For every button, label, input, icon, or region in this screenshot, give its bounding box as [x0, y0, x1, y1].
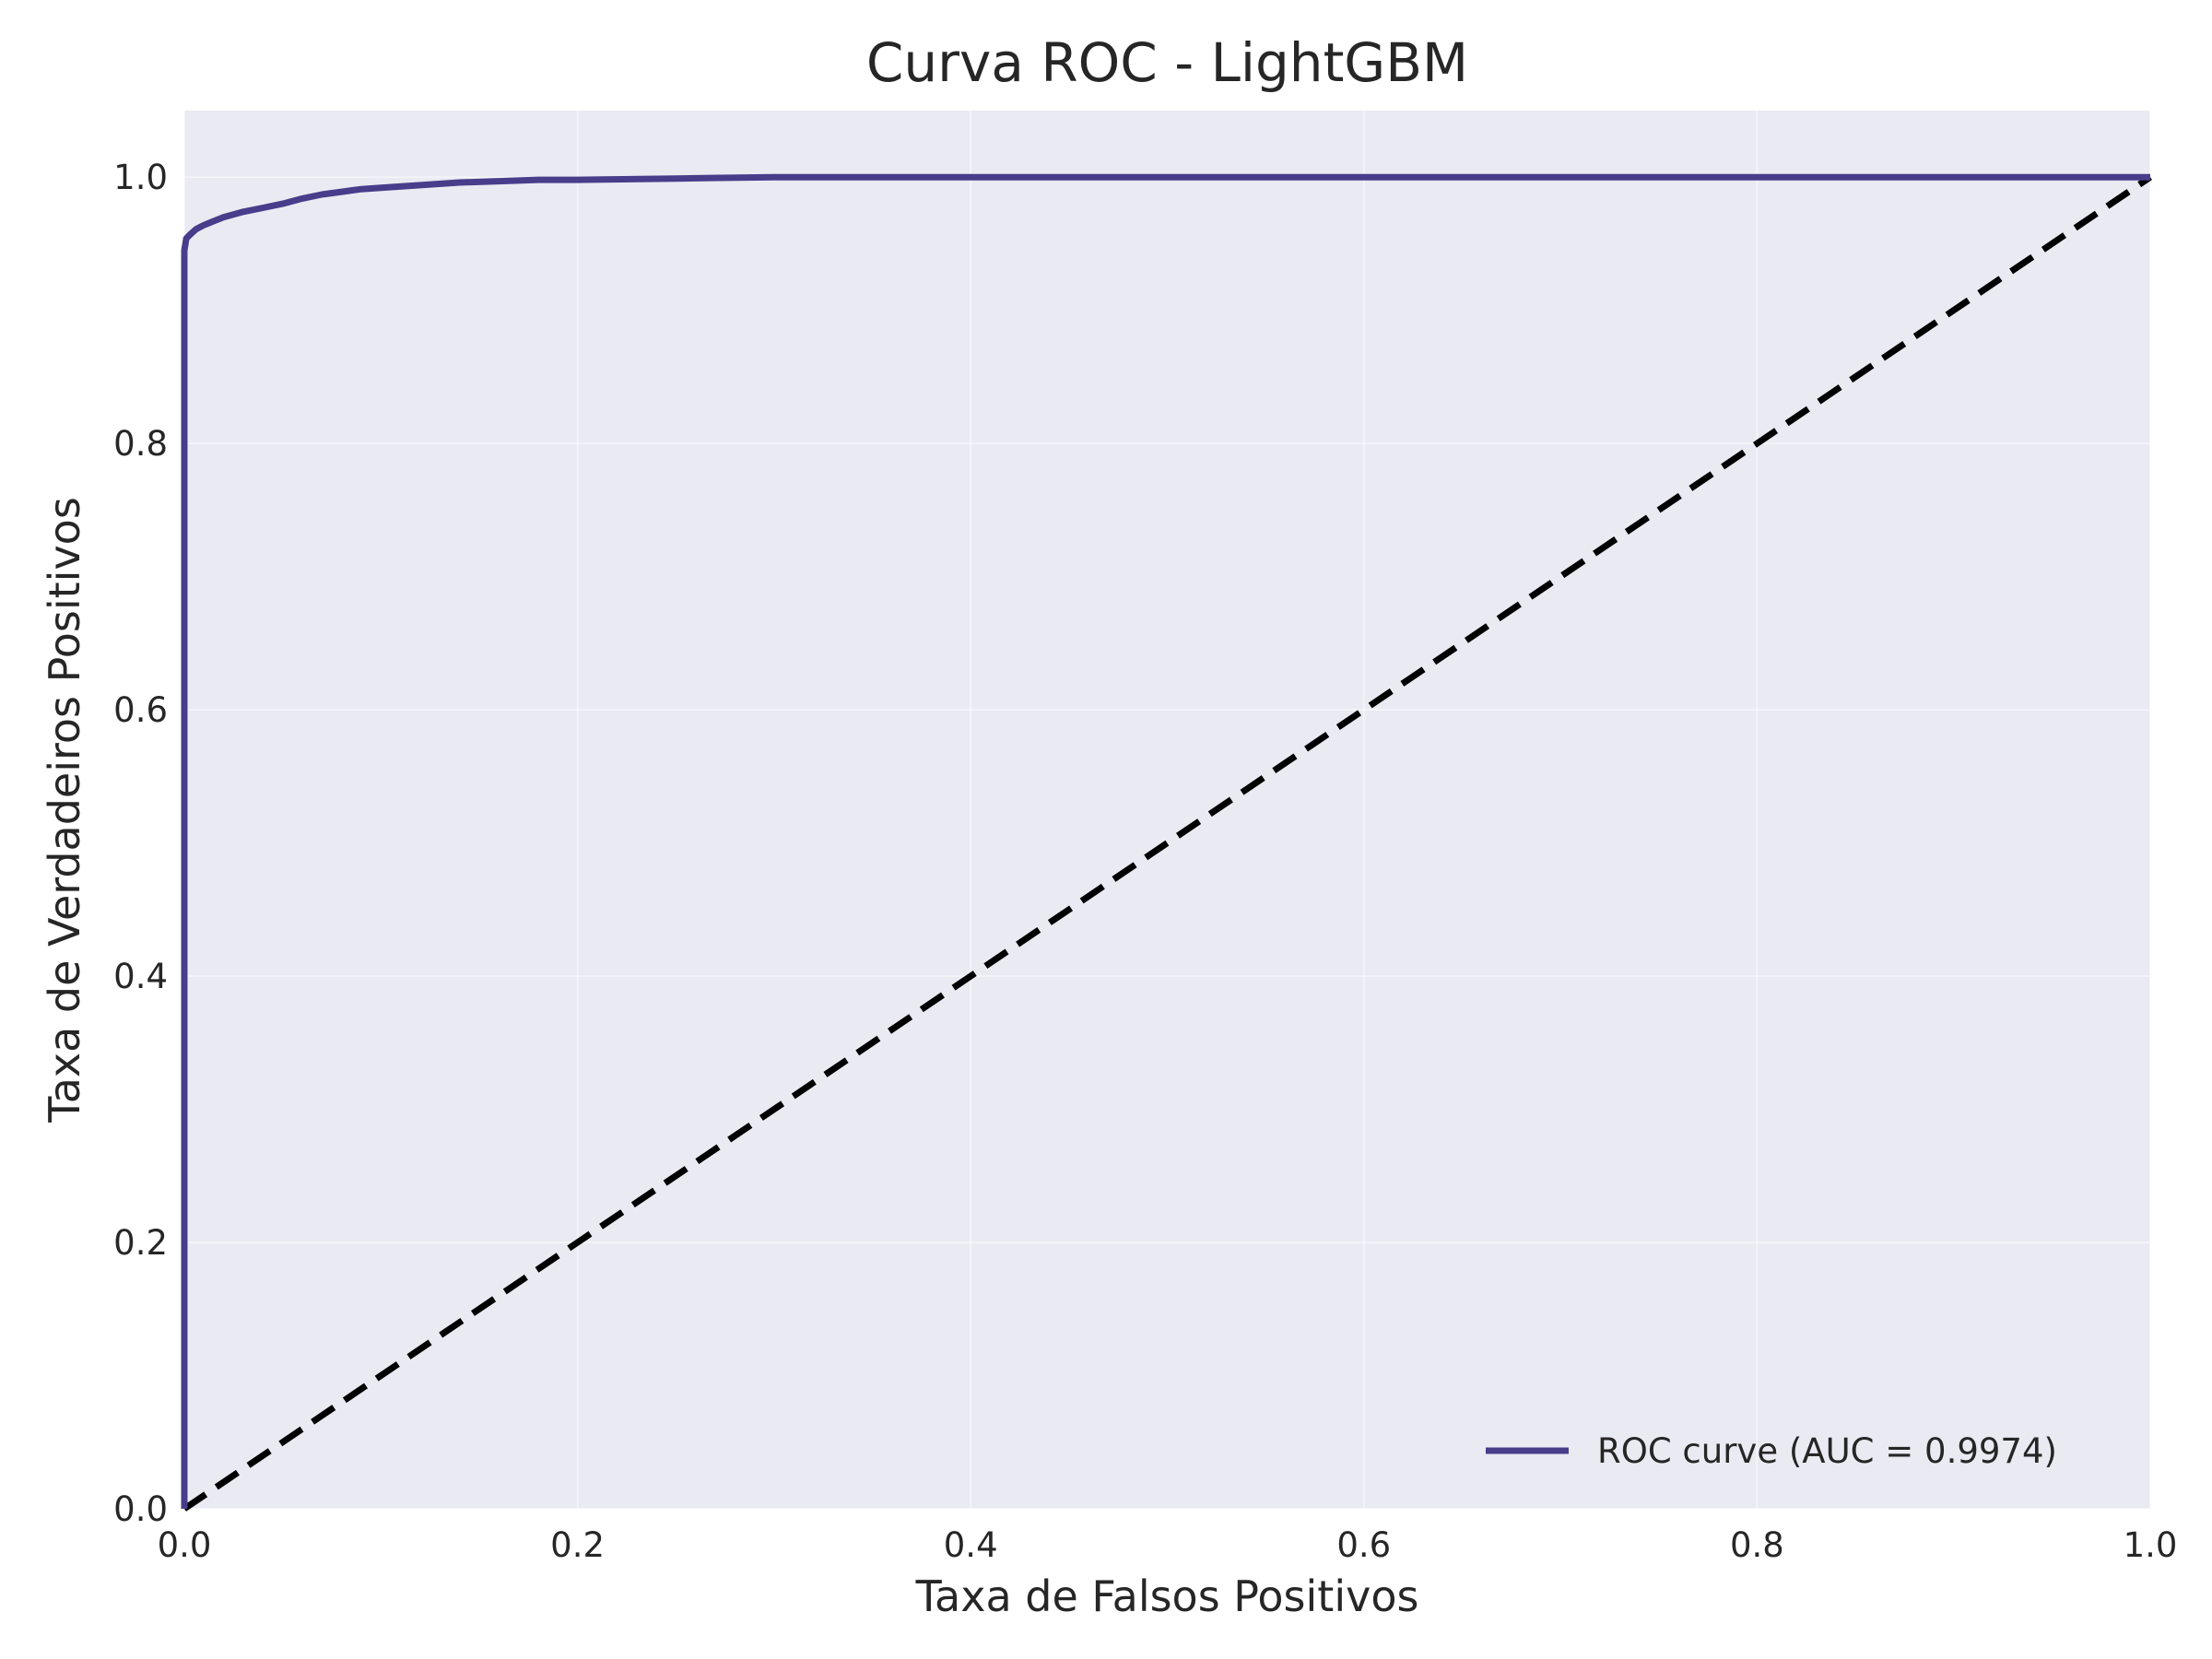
- x-tick-label: 0.6: [1336, 1525, 1391, 1565]
- x-tick-label: 1.0: [2124, 1525, 2178, 1565]
- x-tick-label: 0.8: [1730, 1525, 1784, 1565]
- y-axis-ticks: 0.0 0.2 0.4 0.6 0.8 1.0: [113, 158, 168, 1529]
- x-axis-label: Taxa de Falsos Positivos: [915, 1571, 1419, 1621]
- legend: ROC curve (AUC = 0.9974): [1486, 1431, 2057, 1471]
- y-axis-label: Taxa de Verdadeiros Positivos: [40, 497, 89, 1124]
- y-tick-label: 0.4: [113, 957, 168, 996]
- roc-curve-line: [181, 173, 2150, 1509]
- x-tick-label: 0.2: [550, 1525, 605, 1565]
- y-tick-label: 0.0: [113, 1489, 168, 1529]
- y-tick-label: 1.0: [113, 158, 168, 197]
- grid: [183, 111, 2151, 1510]
- y-tick-label: 0.6: [113, 690, 168, 730]
- diagonal-reference-line: [182, 174, 2152, 1512]
- x-tick-label: 0.4: [944, 1525, 998, 1565]
- series-lines: [181, 173, 2152, 1512]
- x-axis-ticks: 0.0 0.2 0.4 0.6 0.8 1.0: [158, 1525, 2178, 1565]
- y-tick-label: 0.8: [113, 424, 168, 464]
- x-tick-label: 0.0: [158, 1525, 212, 1565]
- chart-title: Curva ROC - LightGBM: [866, 31, 1468, 94]
- plot-area: [184, 111, 2150, 1509]
- y-tick-label: 0.2: [113, 1223, 168, 1263]
- legend-label-roc: ROC curve (AUC = 0.9974): [1597, 1431, 2057, 1471]
